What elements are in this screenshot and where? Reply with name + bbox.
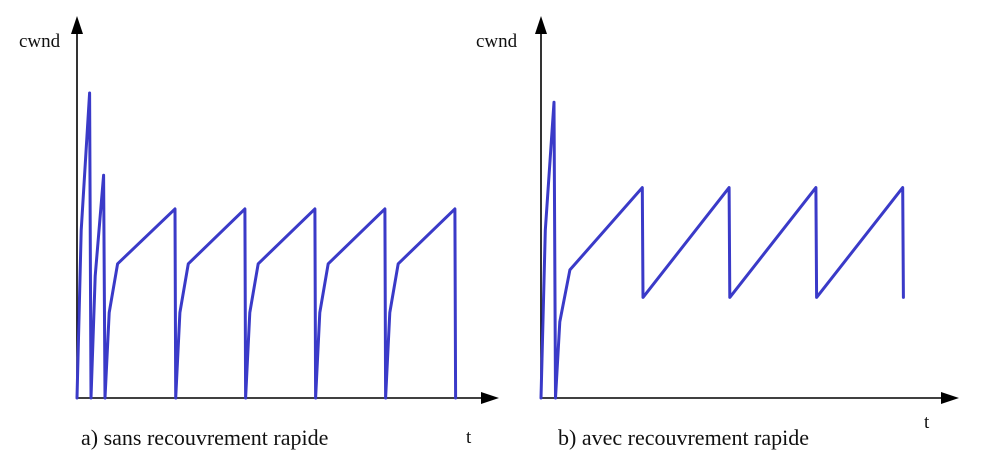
panel-b: cwnd t b) avec recouvrement rapide bbox=[476, 16, 959, 450]
panel-a-caption: a) sans recouvrement rapide bbox=[81, 425, 328, 450]
panel-a-x-axis-label: t bbox=[466, 427, 472, 448]
panel-b-caption: b) avec recouvrement rapide bbox=[558, 425, 809, 450]
panel-a-x-axis-arrow-icon bbox=[481, 392, 499, 404]
panel-b-x-axis-arrow-icon bbox=[941, 392, 959, 404]
panel-b-x-axis-label: t bbox=[924, 412, 930, 433]
panel-b-cwnd-curve bbox=[539, 100, 905, 400]
panel-a: cwnd t a) sans recouvrement rapide bbox=[19, 16, 499, 450]
panel-a-y-axis-label: cwnd bbox=[19, 31, 61, 52]
panel-b-y-axis-label: cwnd bbox=[476, 31, 518, 52]
panel-a-cwnd-curve bbox=[75, 91, 458, 400]
panel-a-y-axis-arrow-icon bbox=[71, 16, 83, 34]
panel-b-y-axis-arrow-icon bbox=[535, 16, 547, 34]
